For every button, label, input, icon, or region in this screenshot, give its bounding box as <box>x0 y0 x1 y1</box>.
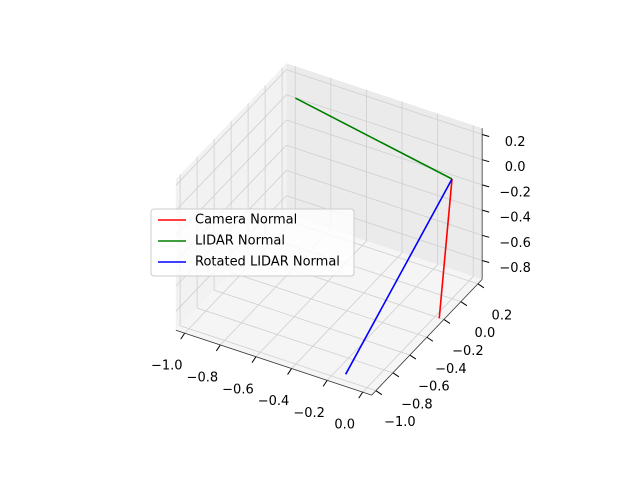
legend: Camera Normal LIDAR Normal Rotated LIDAR N… <box>150 208 355 277</box>
series-line <box>294 97 453 180</box>
x-tick-label: −0.4 <box>258 394 290 409</box>
z-tick-label: −0.8 <box>499 261 531 276</box>
tick-mark <box>482 134 490 137</box>
legend-label: LIDAR Normal <box>195 234 285 249</box>
grid-line <box>175 94 287 211</box>
grid-line <box>213 289 411 356</box>
grid-line <box>286 170 483 236</box>
tick-mark <box>482 184 490 188</box>
z-tick-label: 0.0 <box>505 160 526 175</box>
z-tick-label: −0.4 <box>499 211 531 226</box>
y-tick-label: −0.2 <box>452 344 484 359</box>
tick-mark <box>251 356 257 364</box>
grid-line <box>286 94 483 161</box>
axis-line <box>371 279 483 396</box>
tick-mark <box>358 391 364 399</box>
tick-mark <box>482 209 490 213</box>
x-tick-label: −0.8 <box>187 370 219 385</box>
legend-label: Camera Normal <box>195 213 297 228</box>
series-line <box>344 178 453 375</box>
z-tick-label: 0.2 <box>505 135 526 150</box>
grid-line <box>286 119 483 186</box>
x-tick-label: 0.0 <box>334 418 355 433</box>
x-tick-label: −0.2 <box>293 406 325 421</box>
x-tick-label: −0.6 <box>222 382 254 397</box>
tick-mark <box>180 332 186 340</box>
y-tick-label: −0.6 <box>418 380 450 395</box>
grid-line <box>179 325 377 392</box>
tick-mark <box>375 390 383 396</box>
tick-mark <box>287 368 292 375</box>
grid-line <box>175 69 287 186</box>
y-tick-label: 0.0 <box>475 326 496 341</box>
series-line <box>438 178 453 319</box>
tick-mark <box>322 380 328 387</box>
tick-mark <box>215 344 221 352</box>
tick-mark <box>482 260 490 263</box>
legend-label: Rotated LIDAR Normal <box>195 255 340 270</box>
grid-line <box>230 271 428 338</box>
y-tick-label: −0.8 <box>401 397 433 412</box>
y-tick-label: −0.4 <box>435 362 467 377</box>
axis-line <box>175 329 372 396</box>
grid-line <box>286 69 483 135</box>
z-tick-label: −0.6 <box>499 236 531 251</box>
y-tick-label: −1.0 <box>384 415 416 430</box>
tick-mark <box>443 319 451 324</box>
tick-mark <box>482 159 490 163</box>
grid-line <box>286 195 483 261</box>
z-tick-label: −0.2 <box>499 185 531 200</box>
grid-line <box>196 307 394 374</box>
y-tick-label: 0.2 <box>492 308 513 323</box>
tick-mark <box>477 283 485 289</box>
tick-mark <box>482 234 490 238</box>
tick-mark <box>460 301 468 307</box>
legend-box <box>150 208 355 277</box>
tick-mark <box>426 336 434 342</box>
tick-mark <box>392 372 400 378</box>
tick-mark <box>409 354 417 360</box>
x-tick-label: −1.0 <box>151 359 183 374</box>
